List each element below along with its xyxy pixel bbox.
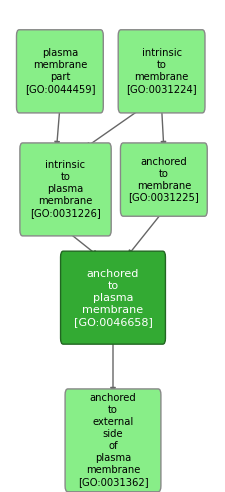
Text: intrinsic
to
plasma
membrane
[GO:0031226]: intrinsic to plasma membrane [GO:0031226…: [30, 160, 101, 218]
FancyBboxPatch shape: [120, 143, 206, 216]
FancyBboxPatch shape: [60, 251, 165, 344]
FancyArrowPatch shape: [160, 108, 165, 146]
FancyBboxPatch shape: [20, 143, 111, 236]
FancyBboxPatch shape: [65, 389, 160, 492]
FancyBboxPatch shape: [16, 30, 103, 113]
FancyArrowPatch shape: [86, 108, 142, 147]
Text: plasma
membrane
part
[GO:0044459]: plasma membrane part [GO:0044459]: [25, 48, 95, 94]
FancyArrowPatch shape: [110, 339, 115, 392]
Text: anchored
to
membrane
[GO:0031225]: anchored to membrane [GO:0031225]: [128, 156, 198, 203]
FancyArrowPatch shape: [128, 212, 162, 255]
Text: anchored
to
external
side
of
plasma
membrane
[GO:0031362]: anchored to external side of plasma memb…: [77, 393, 148, 488]
Text: intrinsic
to
membrane
[GO:0031224]: intrinsic to membrane [GO:0031224]: [126, 48, 196, 94]
FancyArrowPatch shape: [66, 231, 97, 255]
Text: anchored
to
plasma
membrane
[GO:0046658]: anchored to plasma membrane [GO:0046658]: [73, 269, 152, 327]
FancyArrowPatch shape: [55, 108, 60, 146]
FancyBboxPatch shape: [118, 30, 204, 113]
